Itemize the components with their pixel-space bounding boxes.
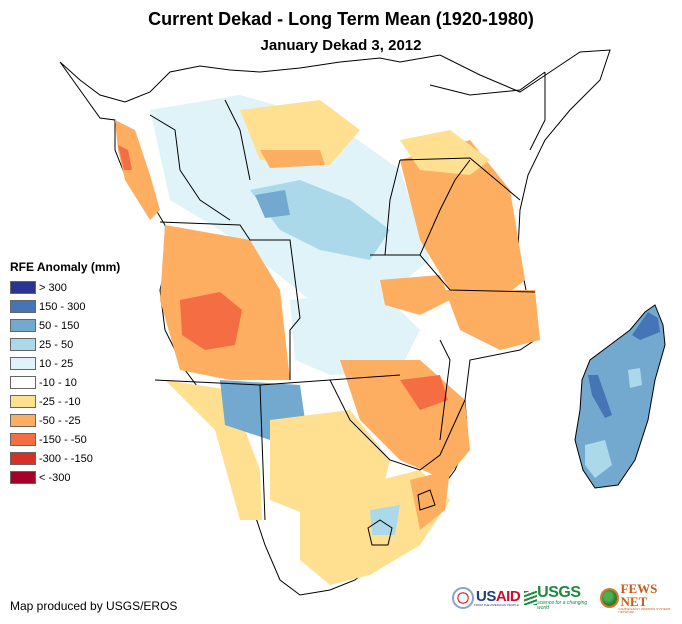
- usaid-seal-icon: [452, 587, 474, 609]
- legend-swatch: [10, 433, 36, 446]
- legend-label: > 300: [39, 281, 67, 294]
- legend-label: < -300: [39, 471, 71, 484]
- patch-angola-core: [180, 292, 242, 350]
- patch-malawi-moz: [445, 290, 540, 350]
- border: [399, 157, 521, 201]
- patch-zambia: [290, 290, 420, 375]
- usaid-tagline: FROM THE AMERICAN PEOPLE: [474, 603, 519, 607]
- map-title: Current Dekad - Long Term Mean (1920-198…: [148, 9, 534, 29]
- madagascar-ne-patch: [632, 312, 660, 340]
- legend-item: 25 - 50: [10, 335, 120, 354]
- border: [529, 72, 546, 151]
- legend-item: -25 - -10: [10, 392, 120, 411]
- legend-label: -150 - -50: [39, 433, 87, 446]
- legend-item: 10 - 25: [10, 354, 120, 373]
- legend-item: -150 - -50: [10, 430, 120, 449]
- legend-swatch: [10, 395, 36, 408]
- map-subtitle: January Dekad 3, 2012: [260, 37, 422, 54]
- madagascar-light-patch: [628, 368, 642, 388]
- legend-swatch: [10, 300, 36, 313]
- legend-swatch: [10, 281, 36, 294]
- patch-zambia-orange: [380, 275, 450, 315]
- legend-swatch: [10, 471, 36, 484]
- patch-tanzania: [400, 140, 525, 300]
- legend-swatch: [10, 452, 36, 465]
- border: [384, 159, 401, 256]
- usaid-logo: USAID FROM THE AMERICAN PEOPLE: [452, 587, 521, 609]
- legend-swatch: [10, 319, 36, 332]
- patch-lesotho-blue: [370, 505, 400, 535]
- logos: USAID FROM THE AMERICAN PEOPLE USGS scie…: [452, 582, 682, 614]
- border: [439, 339, 451, 441]
- legend-label: 50 - 150: [39, 319, 80, 332]
- legend-swatch: [10, 357, 36, 370]
- patch-congo-mid: [255, 190, 290, 218]
- legend-label: 25 - 50: [39, 338, 74, 351]
- border: [259, 384, 266, 521]
- madagascar-light-patch: [585, 440, 612, 478]
- legend-item: -300 - -150: [10, 449, 120, 468]
- border: [154, 374, 401, 386]
- fewsnet-tagline: FAMINE EARLY WARNING SYSTEMS NETWORK: [618, 607, 671, 614]
- usgs-logo: USGS science for a changing world: [524, 585, 596, 611]
- border: [417, 489, 436, 511]
- usaid-aid: AID: [495, 588, 521, 605]
- legend-item: 150 - 300: [10, 297, 120, 316]
- legend-title: RFE Anomaly (mm): [10, 260, 121, 274]
- fewsnet-globe-icon: [599, 588, 619, 608]
- legend-label: -300 - -150: [39, 452, 93, 465]
- legend-item: < -300: [10, 468, 120, 487]
- border: [367, 519, 393, 546]
- legend-label: -50 - -25: [39, 414, 81, 427]
- border: [429, 71, 546, 96]
- madagascar-dark-band: [588, 375, 612, 418]
- border: [149, 114, 231, 221]
- credit-text: Map produced by USGS/EROS: [10, 599, 178, 613]
- border: [159, 221, 301, 380]
- border: [224, 99, 251, 181]
- patch-car-orange: [240, 100, 360, 165]
- usgs-tagline: science for a changing world: [537, 600, 588, 611]
- legend-label: -10 - 10: [39, 376, 77, 389]
- legend-item: -50 - -25: [10, 411, 120, 430]
- fewsnet-name: FEWS NET: [620, 581, 658, 609]
- country-borders: [149, 71, 546, 546]
- patch-moz-red: [400, 375, 448, 410]
- patch-west-coast: [115, 120, 160, 220]
- border: [419, 159, 471, 256]
- legend-label: 10 - 25: [39, 357, 74, 370]
- patch-sa-orange: [410, 470, 450, 530]
- legend-item: > 300: [10, 278, 120, 297]
- patch-west-coast-red: [118, 145, 132, 170]
- legend-item: -10 - 10: [10, 373, 120, 392]
- legend-swatch: [10, 414, 36, 427]
- border: [329, 379, 466, 471]
- usgs-name: USGS: [537, 584, 581, 601]
- legend-label: 150 - 300: [39, 300, 86, 313]
- border: [370, 254, 536, 293]
- legend-swatch: [10, 338, 36, 351]
- legend-item: 50 - 150: [10, 316, 120, 335]
- usaid-us: US: [476, 588, 496, 605]
- fewsnet-logo: FEWS NET FAMINE EARLY WARNING SYSTEMS NE…: [599, 581, 682, 614]
- legend: RFE Anomaly (mm) > 300 150 - 300 50 - 150 2…: [10, 260, 120, 487]
- legend-swatch: [10, 376, 36, 389]
- patch-car-dark: [260, 150, 325, 168]
- usgs-waves-icon: [524, 591, 538, 605]
- legend-label: -25 - -10: [39, 395, 81, 408]
